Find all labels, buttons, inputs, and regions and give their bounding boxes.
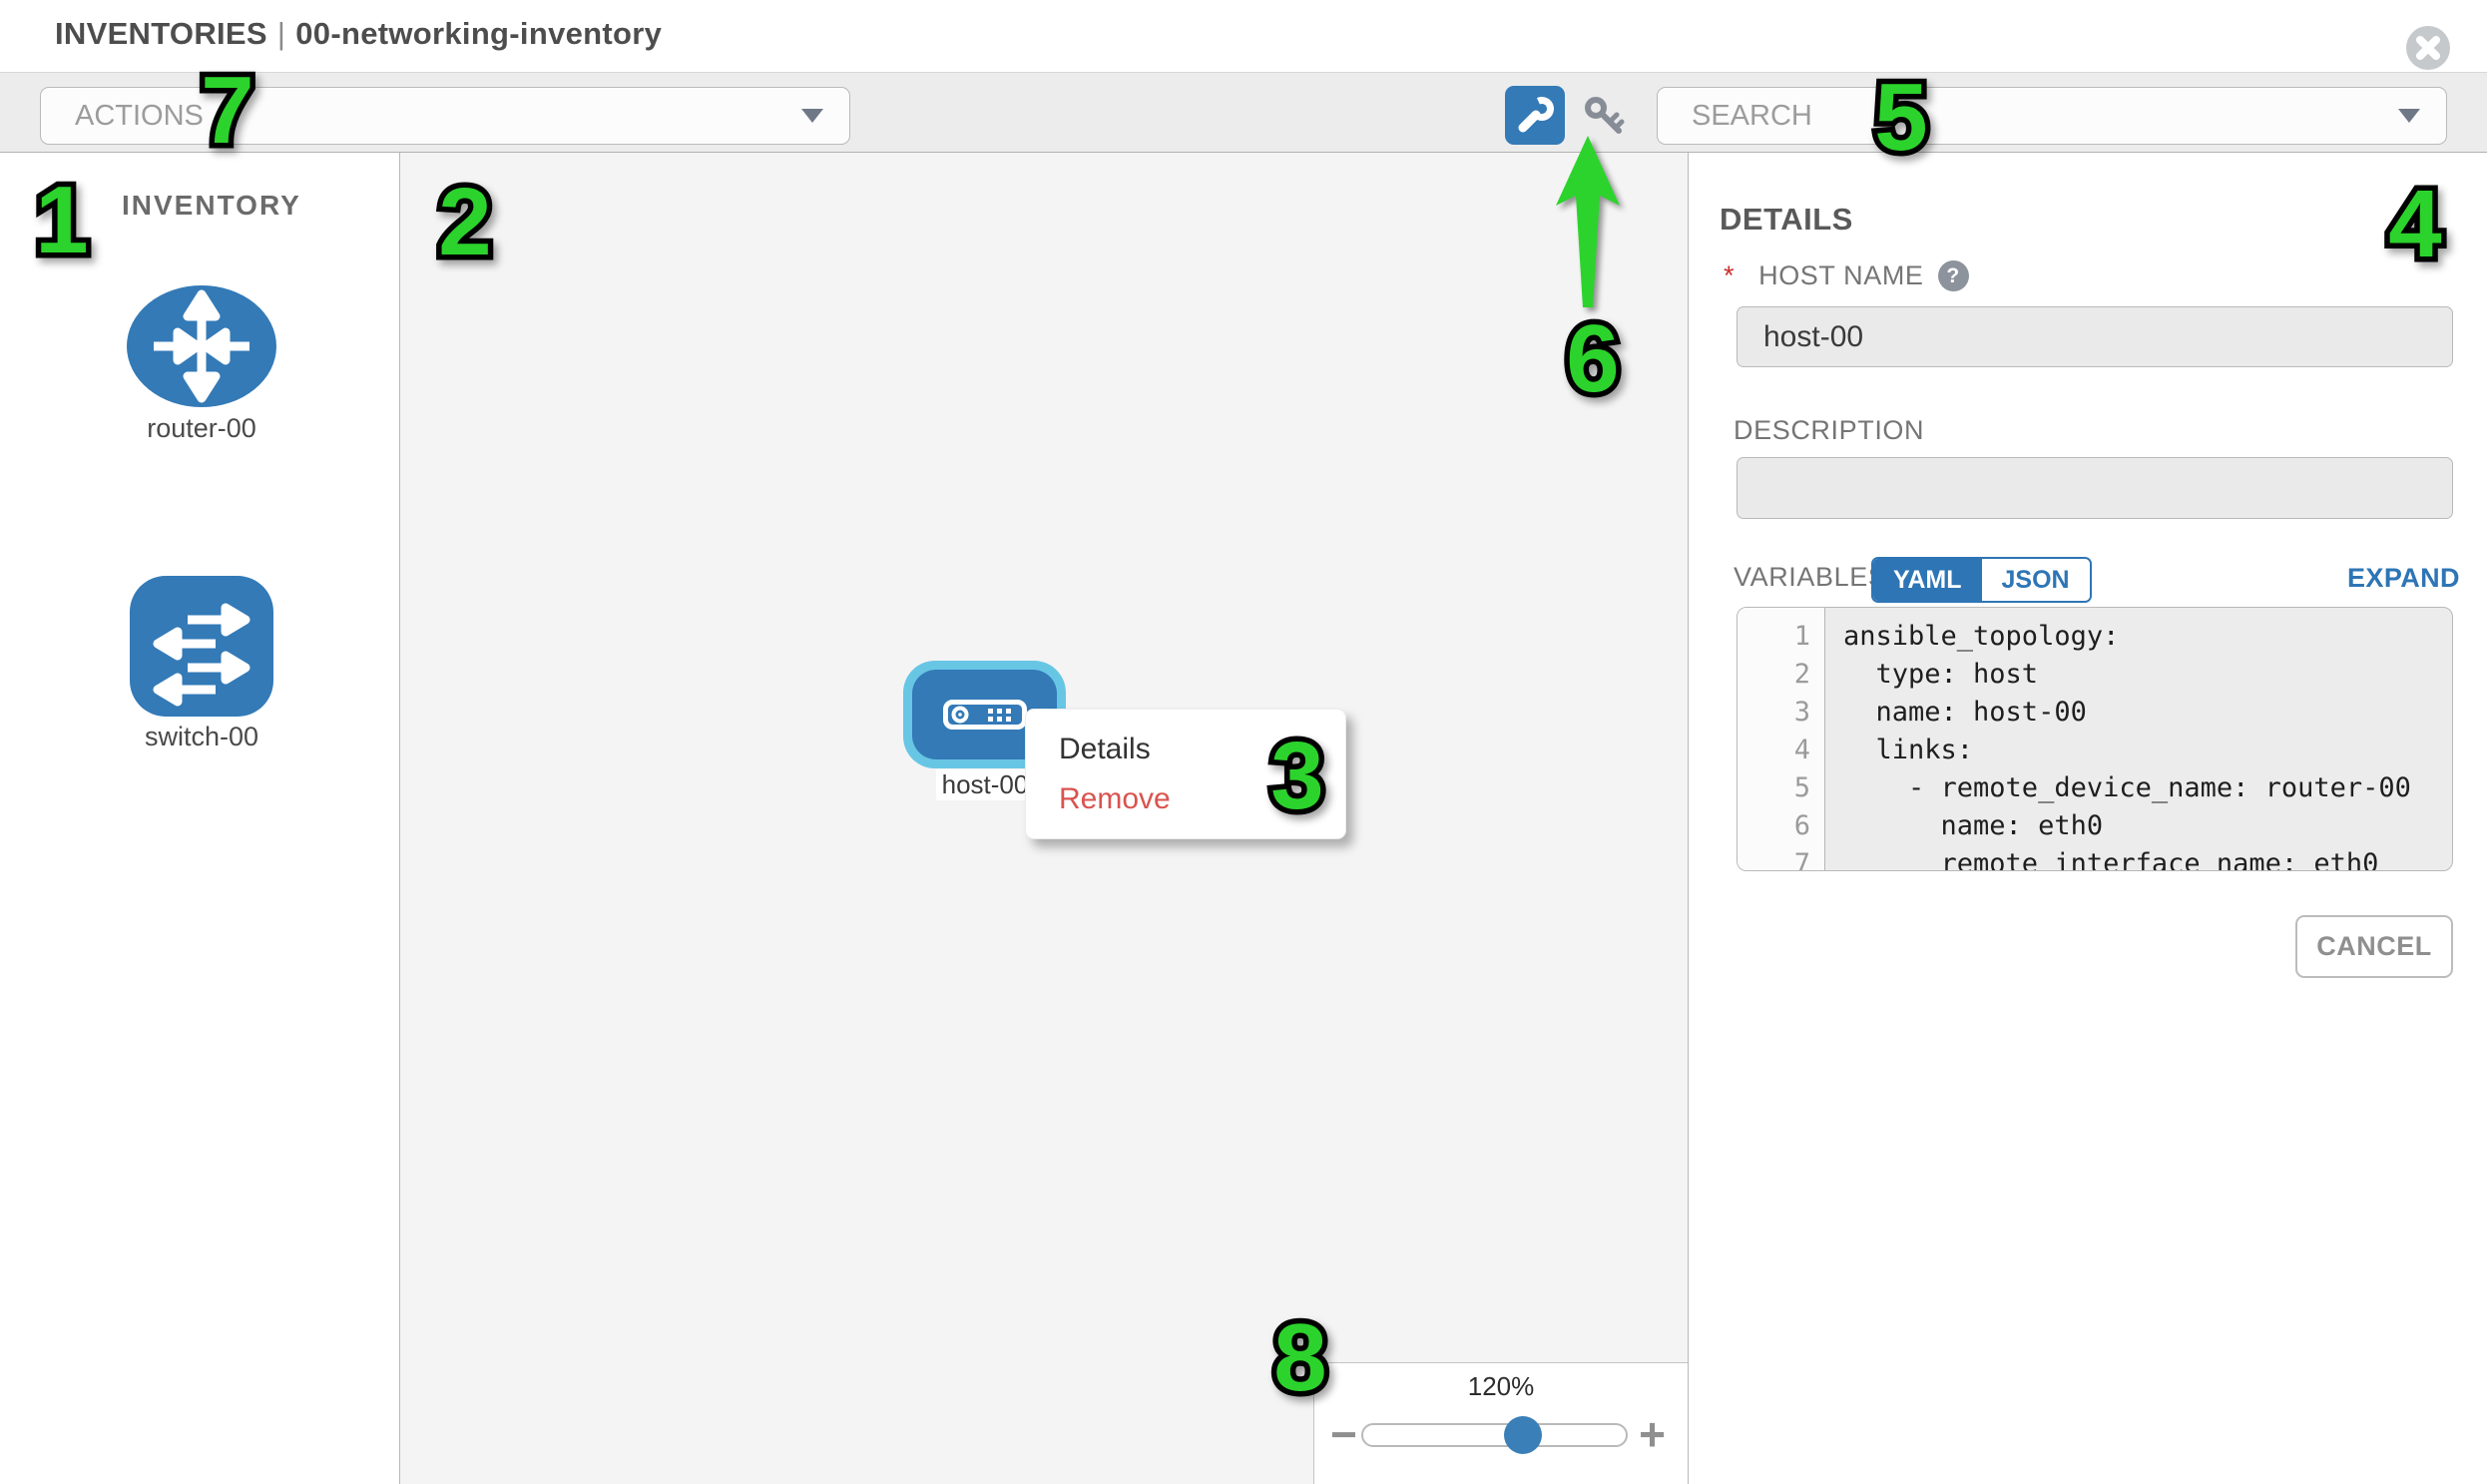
code-line: 7 remote_interface_name: eth0 <box>1738 845 2452 871</box>
code-line: 2 type: host <box>1738 656 2452 694</box>
code-line: 4 links: <box>1738 732 2452 769</box>
zoom-slider-handle[interactable] <box>1504 1416 1542 1454</box>
code-line: 3 name: host-00 <box>1738 694 2452 732</box>
details-panel-title: DETAILS <box>1720 202 1853 237</box>
context-menu-item-details[interactable]: Details <box>1059 732 1151 765</box>
node-context-menu: Details Remove <box>1025 709 1346 839</box>
host-name-value: host-00 <box>1763 319 1864 353</box>
router-icon <box>127 285 276 407</box>
breadcrumb-inventory-name: 00-networking-inventory <box>295 16 663 51</box>
description-label-row: DESCRIPTION <box>1734 415 1924 446</box>
host-node-label: host-00 <box>936 769 1034 800</box>
actions-dropdown-label: ACTIONS <box>75 99 204 132</box>
breadcrumb-separator: | <box>276 16 286 51</box>
code-line: 5 - remote_device_name: router-00 <box>1738 769 2452 807</box>
variables-label: VARIABLES <box>1734 562 1887 592</box>
line-number: 5 <box>1738 769 1825 807</box>
line-text: links: <box>1843 735 1974 765</box>
sidebar-item-label: switch-00 <box>144 722 259 751</box>
sidebar-title: INVENTORY <box>122 190 301 221</box>
line-text: name: host-00 <box>1843 697 2087 728</box>
line-text: ansible_topology: <box>1843 621 2120 652</box>
cancel-button[interactable]: CANCEL <box>2295 915 2453 978</box>
host-name-input[interactable]: host-00 <box>1737 306 2453 367</box>
search-dropdown[interactable]: SEARCH <box>1657 87 2447 145</box>
question-circle-icon[interactable]: ? <box>1937 260 1969 291</box>
sidebar-item-router[interactable]: router-00 <box>126 284 277 444</box>
line-text: remote_interface_name: eth0 <box>1843 848 2379 871</box>
line-number: 1 <box>1738 618 1825 656</box>
code-line: 6 name: eth0 <box>1738 807 2452 845</box>
variables-code-editor[interactable]: 1 ansible_topology: 2 type: host 3 name:… <box>1737 607 2453 871</box>
zoom-control-panel: 120% − + <box>1313 1362 1688 1484</box>
actions-dropdown[interactable]: ACTIONS <box>40 87 850 145</box>
line-number: 3 <box>1738 694 1825 732</box>
line-text: - remote_device_name: router-00 <box>1843 772 2411 803</box>
close-button[interactable] <box>2406 26 2450 70</box>
line-text: type: host <box>1843 659 2039 690</box>
variables-format-toggle: YAML JSON <box>1871 557 2092 603</box>
required-asterisk: * <box>1724 260 1736 290</box>
breadcrumb: INVENTORIES | 00-networking-inventory <box>55 16 662 52</box>
zoom-out-button[interactable]: − <box>1330 1408 1357 1460</box>
close-icon <box>2416 36 2440 60</box>
sidebar-item-switch[interactable]: switch-00 <box>130 576 273 752</box>
toolbar-wrench-button[interactable] <box>1505 86 1565 145</box>
line-number: 2 <box>1738 656 1825 694</box>
breadcrumb-section: INVENTORIES <box>55 16 267 51</box>
context-menu-item-remove[interactable]: Remove <box>1059 781 1171 815</box>
description-input[interactable] <box>1737 457 2453 519</box>
wrench-icon <box>1518 96 1554 132</box>
tab-json[interactable]: JSON <box>1981 559 2090 601</box>
chevron-down-icon <box>2398 109 2420 123</box>
line-number: 4 <box>1738 732 1825 769</box>
line-number: 6 <box>1738 807 1825 845</box>
switch-icon <box>130 576 273 717</box>
host-name-label-row: * HOST NAME ? <box>1724 260 1969 291</box>
sidebar-item-label: router-00 <box>147 413 256 443</box>
chevron-down-icon <box>801 109 823 123</box>
line-text: name: eth0 <box>1843 810 2104 841</box>
credentials-key-button[interactable] <box>1582 94 1628 145</box>
description-label: DESCRIPTION <box>1734 415 1925 445</box>
host-server-icon <box>942 700 1027 730</box>
key-icon <box>1585 97 1625 134</box>
line-number: 7 <box>1738 845 1825 870</box>
zoom-in-button[interactable]: + <box>1639 1408 1666 1460</box>
expand-link[interactable]: EXPAND <box>2347 563 2460 593</box>
zoom-percent-label: 120% <box>1467 1371 1535 1401</box>
zoom-slider-track[interactable] <box>1361 1416 1628 1454</box>
tab-yaml[interactable]: YAML <box>1873 559 1982 601</box>
search-dropdown-label: SEARCH <box>1692 99 1812 132</box>
host-name-label: HOST NAME <box>1758 260 1924 290</box>
code-line: 1 ansible_topology: <box>1738 618 2452 656</box>
